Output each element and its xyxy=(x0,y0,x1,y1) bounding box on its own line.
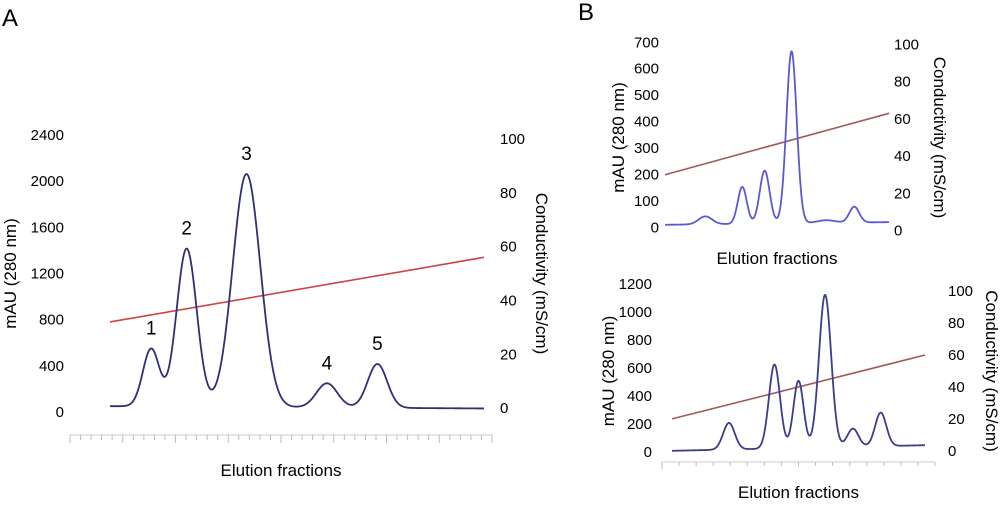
y-tick-label: 600 xyxy=(627,360,652,377)
y2-tick-label: 100 xyxy=(948,283,973,300)
y-tick-label: 0 xyxy=(56,404,64,421)
y-tick-label: 1200 xyxy=(31,266,64,283)
y-tick-label: 0 xyxy=(644,444,652,461)
chart-panel-b-top: 0 100 200 300 400 500 600 700 0 20 40 60 80 100 mAU (2… xyxy=(609,34,949,268)
y-tick-label: 1600 xyxy=(31,219,64,236)
y2-axis-title: Conductivity (mS/cm) xyxy=(532,193,551,355)
y2-tick-label: 40 xyxy=(948,379,965,396)
panel-b-letter: B xyxy=(578,0,594,26)
y-tick-label: 1200 xyxy=(619,276,652,293)
conductivity-line xyxy=(664,112,890,176)
y-tick-label: 300 xyxy=(634,140,659,157)
y2-tick-label: 40 xyxy=(894,148,911,165)
peak-label: 3 xyxy=(241,144,252,165)
y2-tick-label: 20 xyxy=(948,411,965,428)
y2-axis-title: Conductivity (mS/cm) xyxy=(982,290,1001,452)
y-tick-label: 600 xyxy=(634,61,659,78)
peak-label: 5 xyxy=(372,334,383,355)
y2-tick-label: 100 xyxy=(500,131,525,148)
y2-tick-label: 20 xyxy=(500,346,517,363)
peak-label: 1 xyxy=(146,318,157,339)
y2-tick-label: 100 xyxy=(894,36,919,53)
peak-label: 2 xyxy=(181,219,192,240)
y-tick-label: 100 xyxy=(634,193,659,210)
absorbance-trace xyxy=(671,293,926,452)
y-tick-label: 400 xyxy=(627,388,652,405)
x-axis-title: Elution fractions xyxy=(221,461,342,480)
y-tick-label: 1000 xyxy=(619,304,652,321)
y2-tick-label: 80 xyxy=(948,315,965,332)
x-axis-title: Elution fractions xyxy=(738,483,859,502)
y2-tick-label: 0 xyxy=(500,400,508,417)
y2-tick-label: 80 xyxy=(500,185,517,202)
y2-tick-label: 60 xyxy=(500,239,517,256)
y2-axis-title: Conductivity (mS/cm) xyxy=(930,57,949,219)
y2-tick-label: 60 xyxy=(948,347,965,364)
y2-tick-label: 0 xyxy=(948,443,956,460)
y-tick-label: 400 xyxy=(634,114,659,131)
x-axis-title: Elution fractions xyxy=(717,249,838,268)
y-axis-title: mAU (280 nm) xyxy=(609,82,628,193)
y-tick-label: 2400 xyxy=(31,127,64,144)
y-tick-label: 200 xyxy=(634,167,659,184)
panel-a-letter: A xyxy=(2,5,18,32)
y2-tick-label: 40 xyxy=(500,292,517,309)
absorbance-trace xyxy=(109,173,485,410)
peak-label: 4 xyxy=(322,353,333,374)
y-tick-label: 400 xyxy=(39,358,64,375)
y-tick-label: 2000 xyxy=(31,173,64,190)
absorbance-trace xyxy=(664,50,890,226)
y-tick-label: 200 xyxy=(627,416,652,433)
chart-panel-a: 0 400 800 1200 1600 2000 2400 0 20 40 60 80 100 1 2 3 4 5… xyxy=(1,127,551,480)
y-tick-label: 0 xyxy=(651,219,659,236)
y-axis-title: mAU (280 nm) xyxy=(1,218,20,329)
y-tick-label: 700 xyxy=(634,34,659,51)
y2-tick-label: 80 xyxy=(894,74,911,91)
y-tick-label: 800 xyxy=(39,312,64,329)
y2-tick-label: 60 xyxy=(894,111,911,128)
y2-tick-label: 20 xyxy=(894,185,911,202)
y2-tick-label: 0 xyxy=(894,223,902,240)
y-tick-label: 500 xyxy=(634,87,659,104)
y-axis-title: mAU (280 nm) xyxy=(599,316,618,427)
conductivity-line xyxy=(671,354,926,420)
conductivity-line xyxy=(109,256,485,323)
y-tick-label: 800 xyxy=(627,332,652,349)
chart-panel-b-bottom: 0 200 400 600 800 1000 1200 0 20 40 60 80 100 mAU (28… xyxy=(599,276,1001,502)
